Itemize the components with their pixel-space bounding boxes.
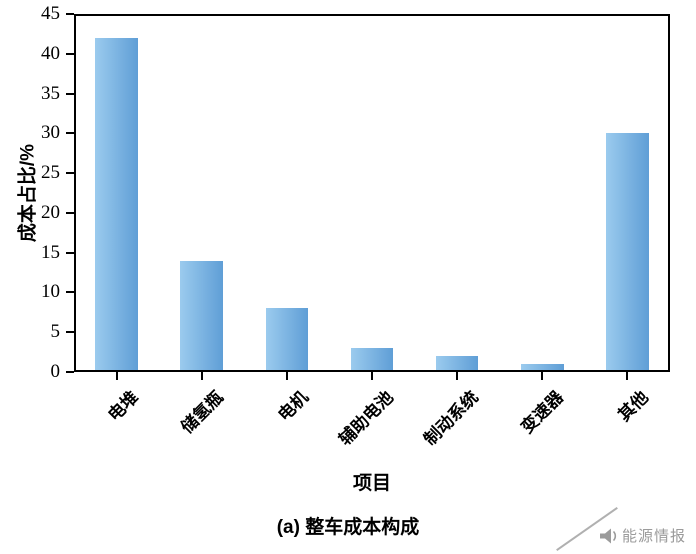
megaphone-icon [599, 528, 617, 543]
bar [521, 364, 564, 372]
x-tick-mark [285, 372, 288, 380]
y-tick-label: 0 [50, 361, 61, 382]
y-tick-mark [66, 331, 74, 334]
y-tick-mark [66, 92, 74, 95]
category-label: 电堆 [104, 387, 142, 426]
category-label: 储氢瓶 [177, 387, 227, 438]
x-tick-mark [626, 372, 629, 380]
y-tick-label: 45 [41, 3, 60, 24]
y-tick-mark [66, 371, 74, 373]
x-axis-label: 项目 [352, 473, 391, 494]
x-tick-mark [541, 372, 544, 380]
y-tick-label: 40 [41, 42, 60, 64]
bar [435, 356, 479, 372]
bar [95, 37, 138, 372]
y-tick-mark [66, 211, 74, 214]
bar [350, 348, 394, 372]
y-tick-label: 35 [41, 82, 60, 104]
chart-caption: (a) 整车成本构成 [276, 517, 420, 538]
y-tick-mark [66, 251, 74, 254]
category-label: 变速器 [517, 387, 568, 438]
x-tick-mark [115, 372, 118, 380]
bar [265, 308, 309, 372]
category-label: 电机 [274, 387, 312, 426]
category-label: 辅助电池 [335, 387, 397, 450]
x-tick-mark [200, 372, 203, 380]
y-tick-label: 10 [41, 281, 60, 303]
y-tick-mark [66, 291, 74, 294]
watermark-label: 能源情报 [621, 528, 686, 545]
y-axis-label: 成本占比/% [17, 143, 39, 243]
y-tick-mark [66, 13, 74, 15]
y-tick-label: 20 [41, 201, 60, 223]
y-tick-label: 15 [41, 241, 60, 263]
plot-area [74, 14, 670, 372]
y-tick-label: 5 [50, 321, 61, 343]
category-label: 制动系统 [420, 387, 483, 450]
y-tick-mark [66, 52, 74, 55]
x-tick-mark [371, 372, 373, 380]
watermark: 能源情报 [556, 506, 686, 552]
bar [180, 260, 223, 372]
y-tick-mark [66, 172, 74, 175]
category-label: 其他 [614, 387, 653, 426]
bar [606, 133, 649, 372]
y-tick-label: 25 [41, 162, 60, 184]
y-tick-label: 30 [41, 122, 60, 144]
y-tick-mark [66, 132, 74, 135]
x-tick-mark [456, 372, 459, 380]
